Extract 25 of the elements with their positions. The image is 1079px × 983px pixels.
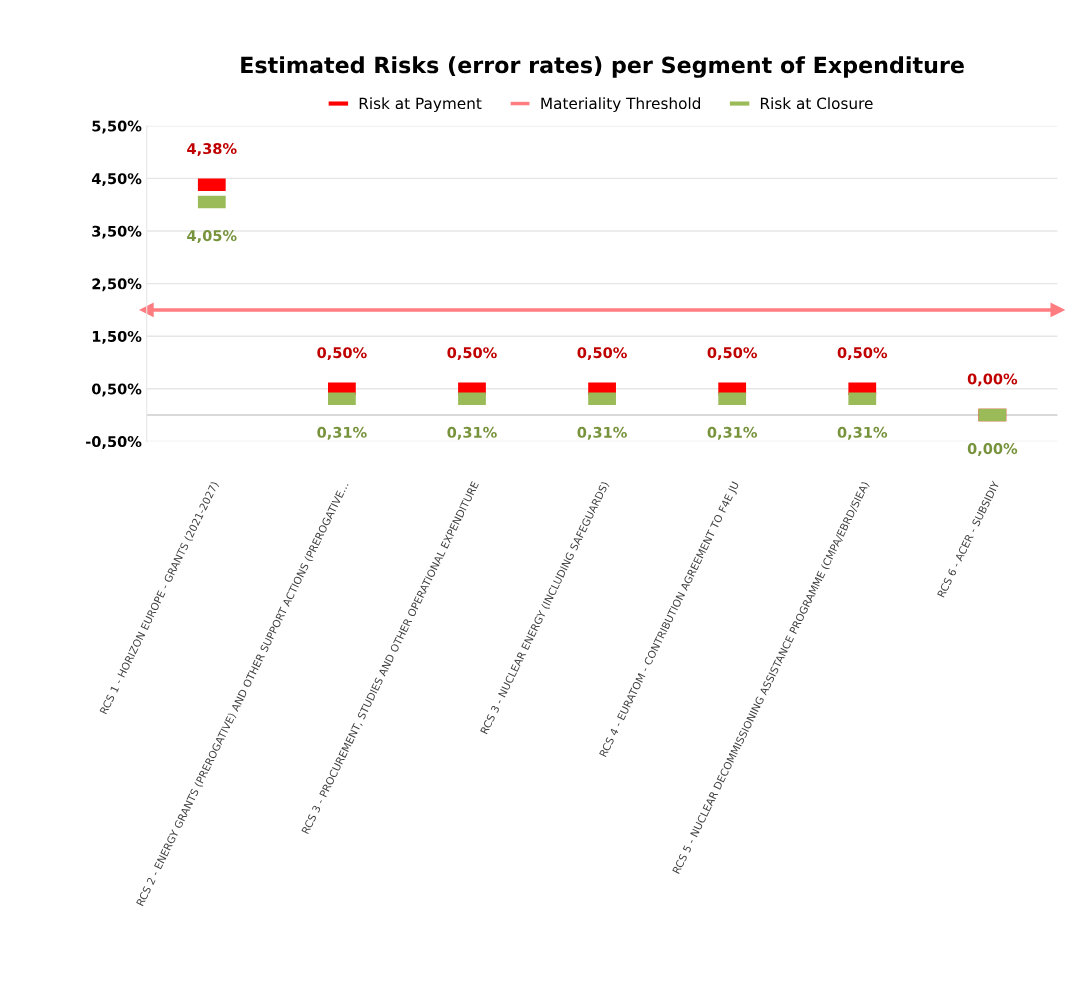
data-label: 4,05% xyxy=(187,230,237,244)
legend-label: Risk at Payment xyxy=(359,97,482,113)
data-label: 0,31% xyxy=(317,426,367,440)
data-label: 0,31% xyxy=(447,426,497,440)
data-label: 4,38% xyxy=(187,143,237,156)
chart-title: Estimated Risks (error rates) per Segment of Expenditure xyxy=(241,56,964,78)
y-tick-label: 0,50% xyxy=(91,383,142,397)
data-label: 0,50% xyxy=(317,347,367,361)
y-tick-label: 4,50% xyxy=(91,173,142,187)
y-tick-label: 5,50% xyxy=(92,120,142,134)
data-label: 0,50% xyxy=(707,347,758,361)
data-label: 0,00% xyxy=(967,373,1018,387)
data-label: 0,50% xyxy=(577,347,627,361)
data-label: 0,50% xyxy=(447,347,497,361)
data-label: 0,50% xyxy=(837,347,888,361)
y-tick-label: 2,50% xyxy=(92,278,142,292)
data-label: 0,31% xyxy=(577,426,627,440)
y-tick-label: 1,50% xyxy=(92,330,142,344)
y-tick-label: -0,50% xyxy=(86,436,142,449)
data-label: 0,00% xyxy=(967,443,1018,456)
data-label: 0,31% xyxy=(707,426,758,440)
y-tick-label: 3,50% xyxy=(92,225,142,239)
data-label: 0,31% xyxy=(837,426,888,440)
legend-label: Risk at Closure xyxy=(760,97,873,110)
legend-label: Materiality Threshold xyxy=(541,97,701,113)
